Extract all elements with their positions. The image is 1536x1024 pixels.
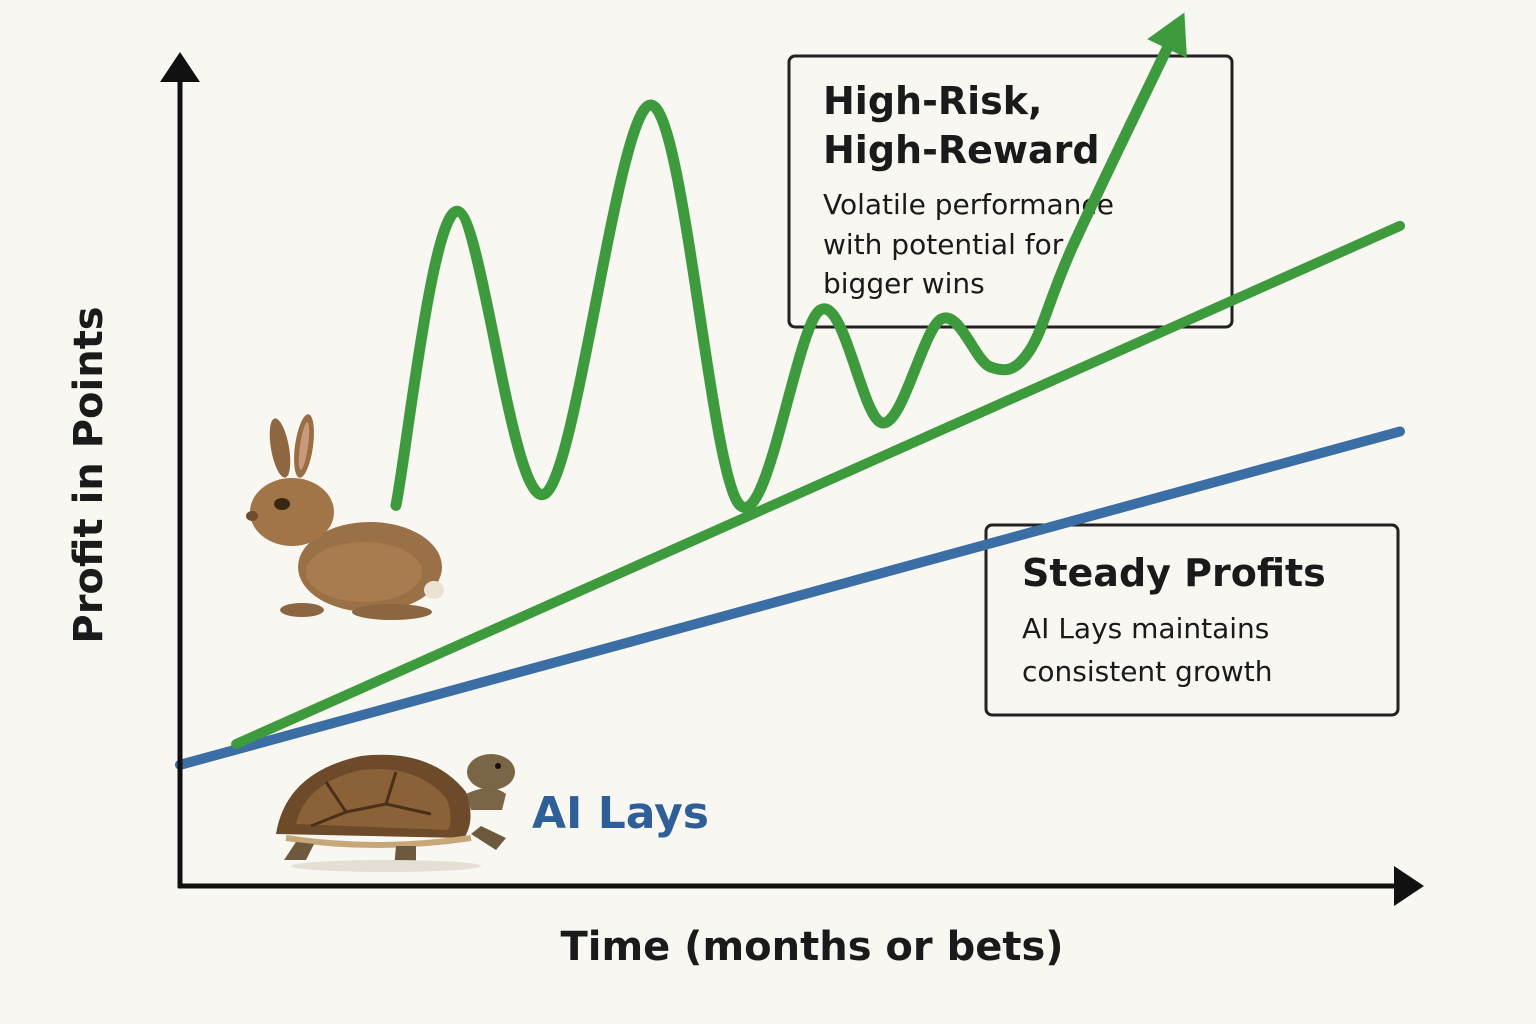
x-axis-arrow	[1394, 866, 1424, 906]
ai-lays-line	[175, 426, 1405, 770]
volatile-line-arrowhead	[1147, 12, 1187, 59]
high-risk-body-line-1: Volatile performance	[823, 188, 1114, 221]
trend-line	[231, 220, 1405, 750]
y-axis-label: Profit in Points	[66, 306, 112, 643]
steady-profits-body-line-1: AI Lays maintains	[1022, 612, 1269, 645]
high-risk-title-line-2: High-Reward	[823, 128, 1100, 172]
x-axis-label: Time (months or bets)	[560, 924, 1063, 970]
steady-profits-title: Steady Profits	[1022, 551, 1326, 595]
high-risk-body-line-3: bigger wins	[823, 267, 985, 300]
high-risk-title-line-1: High-Risk,	[823, 79, 1042, 123]
ai-lays-series-label: AI Lays	[532, 788, 709, 839]
steady-profits-body-line-2: consistent growth	[1022, 655, 1272, 688]
steady-profits-annotation: Steady Profits AI Lays maintains consist…	[984, 523, 1400, 717]
high-risk-body-line-2: with potential for	[823, 228, 1064, 261]
rabbit-icon	[246, 414, 444, 620]
series-layer	[175, 12, 1405, 770]
tortoise-icon	[276, 754, 515, 872]
high-risk-annotation: High-Risk, High-Reward Volatile performa…	[787, 54, 1234, 329]
volatile-line	[390, 17, 1185, 513]
axes	[160, 52, 1424, 906]
y-axis-arrow	[160, 52, 200, 82]
